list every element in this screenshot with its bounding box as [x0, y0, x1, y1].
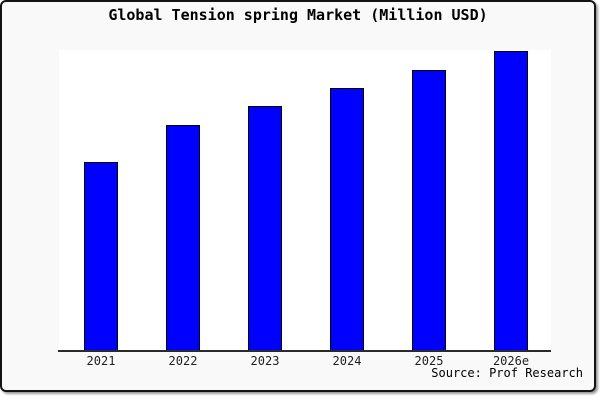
plot-area [59, 50, 551, 351]
bar-2023 [248, 106, 282, 351]
bar-2021 [84, 162, 118, 351]
source-note: Source: Prof Research [431, 366, 583, 380]
x-tick-label-2021: 2021 [86, 354, 116, 368]
bar-2024 [330, 88, 364, 351]
x-axis-line [58, 350, 551, 352]
x-tick-label-2022: 2022 [168, 354, 198, 368]
x-tick-label-2024: 2024 [332, 354, 362, 368]
x-axis-labels: 2021 2022 2023 2024 2025 2026e [59, 354, 551, 368]
bar-2022 [166, 125, 200, 351]
x-tick-label-2025: 2025 [414, 354, 444, 368]
chart-title: Global Tension spring Market (Million US… [108, 6, 488, 24]
x-tick-label-2026e: 2026e [492, 354, 530, 368]
x-tick-label-2023: 2023 [250, 354, 280, 368]
bar-2025 [412, 70, 446, 351]
bar-2026e [494, 51, 528, 351]
